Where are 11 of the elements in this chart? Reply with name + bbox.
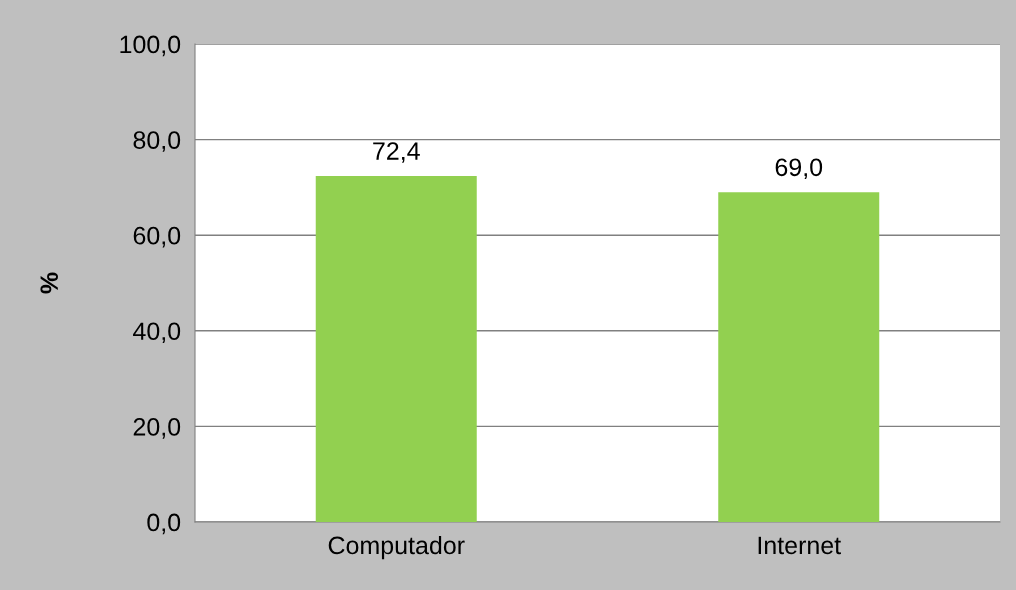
- y-tick-label: 0,0: [147, 513, 181, 535]
- y-tick-label: 40,0: [133, 322, 181, 344]
- y-tick-label: 20,0: [133, 418, 181, 439]
- y-axis-title: %: [40, 272, 59, 294]
- y-tick-label: 80,0: [133, 131, 181, 152]
- x-tick-label: Computador: [328, 535, 465, 560]
- data-label: 69,0: [775, 158, 823, 180]
- y-tick-label: 100,0: [120, 35, 181, 57]
- y-tick-label: 60,0: [133, 226, 181, 248]
- x-tick-label: Internet: [758, 536, 841, 555]
- data-label: 72,4: [373, 142, 420, 163]
